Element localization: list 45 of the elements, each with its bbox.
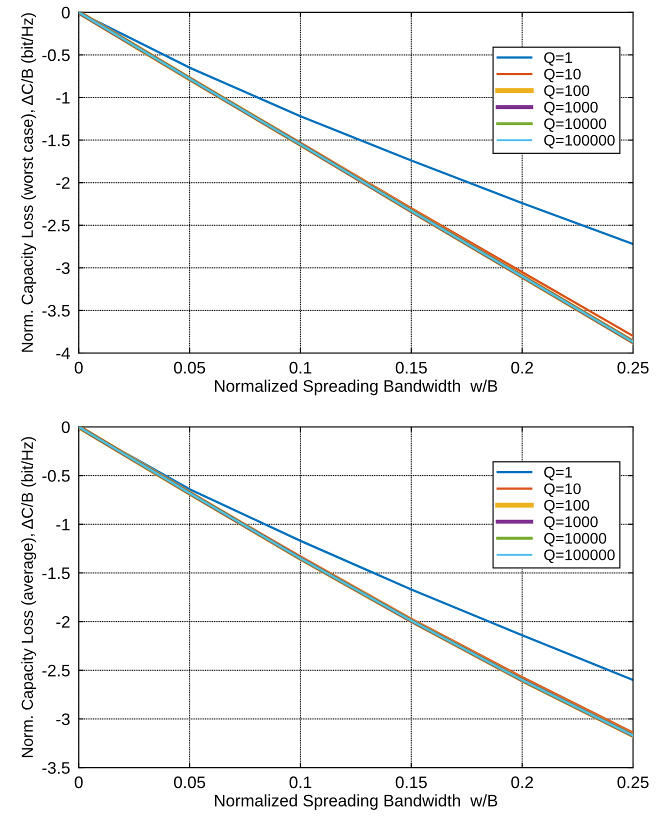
y-tick-label: -3.5 [42, 762, 70, 774]
legend-label: Q=100 [544, 500, 590, 514]
x-tick-label: 0.2 [511, 776, 533, 788]
y-tick-label: -0.5 [42, 49, 70, 62]
legend-label: Q=10 [544, 483, 581, 497]
x-tick-label: 0.05 [174, 776, 206, 788]
legend-label: Q=1000 [544, 102, 598, 116]
legend-label: Q=1000 [544, 516, 598, 530]
x-tick-label: 0 [74, 776, 83, 788]
y-tick-label: -1.5 [42, 568, 70, 580]
legend-label: Q=10000 [544, 532, 606, 546]
y-axis-title: Norm. Capacity Loss (worst case), ΔC/B (bit/Hz) [21, 13, 36, 352]
y-tick-label: -3 [56, 262, 70, 274]
legend-label: Q=100000 [544, 134, 615, 148]
x-axis-title: Normalized Spreading Bandwidth w/B [215, 794, 498, 810]
x-tick-label: 0.15 [396, 362, 427, 374]
x-tick-label: 0.1 [290, 362, 312, 374]
y-tick-label: -1.5 [42, 134, 70, 146]
y-tick-label: -2.5 [42, 664, 70, 676]
x-tick-label: 0 [74, 362, 83, 374]
y-tick-label: -1 [56, 92, 70, 104]
y-tick-label: -0.5 [42, 470, 70, 482]
x-tick-label: 0.25 [617, 776, 649, 788]
y-tick-label: -2 [56, 177, 70, 189]
y-tick-label: -3.5 [42, 304, 70, 317]
x-tick-label: 0.05 [174, 362, 206, 374]
legend-label: Q=100 [544, 85, 590, 99]
legend-label: Q=100000 [544, 549, 615, 564]
y-tick-label: 0 [62, 6, 70, 19]
legend-label: Q=1 [544, 466, 572, 480]
legend-label: Q=10000 [544, 118, 606, 132]
legend-label: Q=1 [544, 52, 572, 66]
y-tick-label: -2.5 [42, 220, 70, 232]
y-tick-label: -4 [56, 348, 70, 360]
y-tick-label: -1 [56, 518, 70, 530]
x-tick-label: 0.15 [396, 776, 427, 788]
y-tick-label: -3 [56, 713, 70, 726]
legend-label: Q=10 [544, 68, 581, 82]
x-axis-title: Normalized Spreading Bandwidth w/B [215, 380, 498, 396]
x-tick-label: 0.2 [511, 362, 533, 374]
y-tick-label: 0 [62, 421, 70, 434]
x-tick-label: 0.1 [290, 776, 312, 788]
y-axis-title: Norm. Capacity Loss (average), ΔC/B (bit/Hz) [21, 437, 36, 758]
x-tick-label: 0.25 [617, 362, 649, 374]
y-tick-label: -2 [56, 616, 70, 628]
